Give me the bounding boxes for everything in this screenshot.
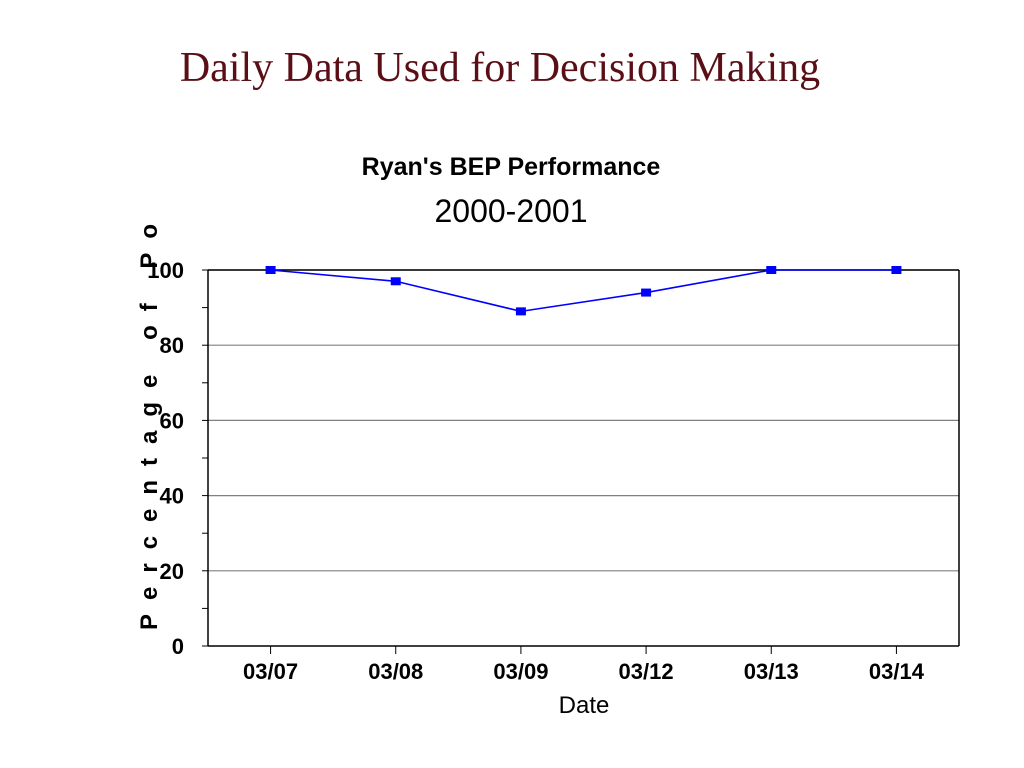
slide-title: Daily Data Used for Decision Making	[179, 45, 821, 91]
y-tick-label: 100	[147, 258, 184, 283]
tick-labels: 0 20 40 60 80 100 03/07 03/08 03/09 03/12 03/13 03/…	[147, 258, 924, 684]
x-tick-label: 03/14	[869, 659, 925, 684]
x-tick-label: 03/13	[744, 659, 799, 684]
y-tick-label: 60	[160, 408, 184, 433]
data-point	[766, 266, 777, 274]
data-point	[390, 277, 401, 286]
data-point	[641, 288, 652, 297]
series-line	[270, 269, 897, 313]
chart-subtitle: 2000-2001	[434, 193, 587, 229]
chart-title: Ryan's BEP Performance	[362, 153, 661, 181]
y-tick-label: 80	[160, 333, 184, 358]
x-tick-label: 03/07	[243, 659, 298, 684]
data-point	[265, 266, 276, 274]
gridlines	[208, 269, 959, 572]
x-tick-label: 03/12	[619, 659, 674, 684]
y-tick-label: 0	[172, 634, 184, 659]
y-axis-label: Percentage of Po	[136, 210, 163, 630]
y-tick-label: 40	[160, 484, 184, 509]
axes	[202, 269, 960, 654]
y-tick-label: 20	[160, 559, 184, 584]
x-axis-label: Date	[559, 692, 610, 719]
data-point	[515, 307, 526, 316]
x-tick-label: 03/08	[368, 659, 423, 684]
series	[265, 266, 902, 316]
data-point	[891, 266, 902, 274]
x-tick-label: 03/09	[493, 659, 548, 684]
